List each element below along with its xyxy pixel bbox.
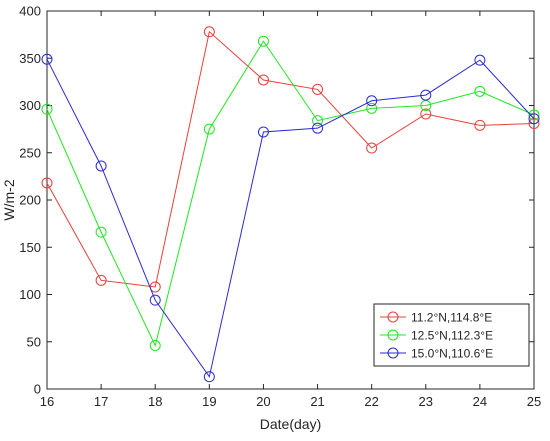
legend-entry-label: 12.5°N,112.3°E <box>411 329 493 343</box>
y-tick-label: 400 <box>19 4 41 19</box>
series-line <box>46 40 535 348</box>
data-point <box>312 83 324 95</box>
series-3 <box>41 53 540 383</box>
series-line <box>46 30 535 288</box>
y-tick-label: 100 <box>19 287 41 302</box>
data-point <box>366 95 378 107</box>
y-tick-label: 250 <box>19 145 41 160</box>
data-point <box>528 109 540 121</box>
legend-swatch-marker <box>387 347 399 359</box>
data-point <box>474 85 486 97</box>
y-tick-label: 300 <box>19 98 41 113</box>
data-point <box>528 113 540 125</box>
data-point <box>149 294 161 306</box>
data-point <box>257 35 269 47</box>
data-point <box>41 177 53 189</box>
legend-swatch-marker <box>387 329 399 341</box>
x-tick-label: 18 <box>148 394 162 409</box>
data-point <box>420 108 432 120</box>
legend-swatch-marker <box>387 311 399 323</box>
x-tick-label: 25 <box>527 394 541 409</box>
x-tick-label: 21 <box>310 394 324 409</box>
y-tick-label: 150 <box>19 240 41 255</box>
x-tick-label: 19 <box>202 394 216 409</box>
data-point <box>95 160 107 172</box>
data-point <box>41 103 53 115</box>
data-point <box>95 226 107 238</box>
x-tick-label: 24 <box>473 394 487 409</box>
data-point <box>312 115 324 127</box>
data-point <box>312 122 324 134</box>
data-point <box>203 371 215 383</box>
data-point <box>95 274 107 286</box>
data-point <box>257 126 269 138</box>
y-tick-label: 50 <box>27 334 41 349</box>
legend: 11.2°N,114.8°E 12.5°N,112.3°E 15.0°N,110.6… <box>373 303 530 367</box>
x-tick-label: 17 <box>94 394 108 409</box>
series-1 <box>41 26 540 293</box>
x-tick-label: 22 <box>364 394 378 409</box>
x-tick-label: 20 <box>256 394 270 409</box>
series-layer <box>41 26 540 383</box>
y-tick-label: 350 <box>19 51 41 66</box>
data-point <box>366 102 378 114</box>
data-point <box>203 123 215 135</box>
data-point <box>41 53 53 65</box>
y-tick-label: 200 <box>19 193 41 208</box>
legend-entry-label: 15.0°N,110.6°E <box>411 347 493 361</box>
data-point <box>366 142 378 154</box>
x-axis: 16 17 18 19 20 21 22 23 24 25 <box>40 11 541 409</box>
series-line <box>46 58 535 378</box>
data-point <box>420 89 432 101</box>
y-tick-label: 0 <box>34 382 41 397</box>
data-point <box>474 119 486 131</box>
y-axis-label: W/m-2 <box>1 179 17 220</box>
x-tick-label: 16 <box>40 394 54 409</box>
x-axis-label: Date(day) <box>260 416 321 432</box>
legend-entry-label: 11.2°N,114.8°E <box>411 311 492 325</box>
y-axis: 0 50 100 150 200 250 300 350 400 <box>19 4 534 397</box>
data-point <box>149 340 161 352</box>
x-tick-label: 23 <box>419 394 433 409</box>
data-point <box>257 74 269 86</box>
data-point <box>474 54 486 66</box>
data-point <box>203 26 215 38</box>
